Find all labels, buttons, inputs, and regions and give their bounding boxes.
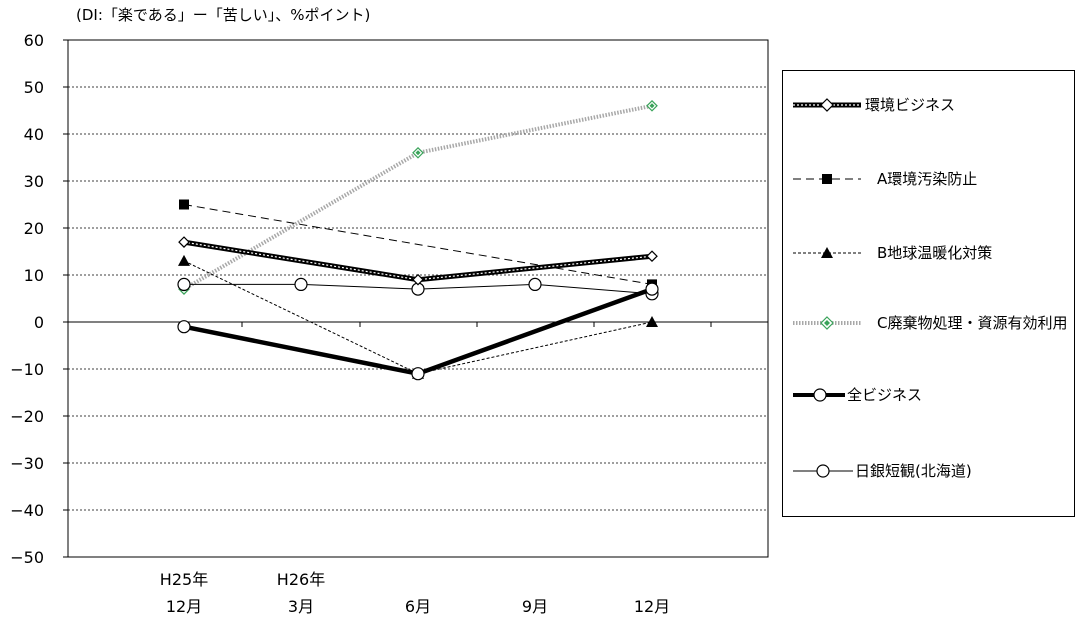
series-line-a xyxy=(183,204,653,285)
legend-sample-boj xyxy=(793,464,853,478)
legend-sample-all xyxy=(793,388,845,402)
legend-item-all: 全ビジネス xyxy=(793,383,1073,407)
x-tick-label-month: 12月 xyxy=(166,597,202,616)
series-line-all xyxy=(183,286,653,377)
legend-label-all: 全ビジネス xyxy=(847,386,923,404)
chart-note: (DI:「楽である」ー「苦しい」、%ポイント) xyxy=(76,6,371,24)
x-tick-label-month: 3月 xyxy=(288,597,314,616)
x-tick-label-month: 12月 xyxy=(634,597,670,616)
plot-frame xyxy=(67,39,769,558)
y-tick-label: 10 xyxy=(24,266,44,285)
point-all xyxy=(411,367,425,381)
legend-label-env: 環境ビジネス xyxy=(865,96,956,114)
y-tick-label: 60 xyxy=(24,31,44,50)
point-b xyxy=(646,316,658,327)
point-boj xyxy=(528,277,542,291)
point-c-inner xyxy=(649,103,655,109)
series-line-b xyxy=(183,260,653,375)
point-env xyxy=(178,236,190,248)
legend-item-c: C廃棄物処理・資源有効利用 xyxy=(793,311,1073,335)
legend-label-boj: 日銀短観(北海道) xyxy=(855,462,972,480)
y-tick-label: 0 xyxy=(34,313,44,332)
point-boj xyxy=(177,277,191,291)
legend-label-a: A環境汚染防止 xyxy=(877,170,978,188)
point-b xyxy=(178,254,190,266)
y-tick-label: −40 xyxy=(10,501,44,520)
point-all xyxy=(177,320,191,334)
point-a xyxy=(179,199,189,210)
legend-sample-c xyxy=(793,316,861,330)
legend-sample-env xyxy=(793,98,861,112)
y-tick-label: 40 xyxy=(24,125,44,144)
y-tick-label: 20 xyxy=(24,219,44,238)
y-tick-label: 30 xyxy=(24,172,44,191)
y-tick-label: −50 xyxy=(10,548,44,567)
legend-item-boj: 日銀短観(北海道) xyxy=(793,459,1073,483)
legend: 環境ビジネス A環境汚染防止 B地球温暖化対策 C廃棄物処理・資源有効利用 全ビ… xyxy=(782,70,1075,517)
legend-item-b: B地球温暖化対策 xyxy=(793,241,1073,265)
legend-sample-b xyxy=(793,247,861,258)
y-tick-label: −20 xyxy=(10,407,44,426)
x-tick-label-year: H26年 xyxy=(277,570,325,589)
point-c-inner xyxy=(415,150,421,156)
legend-sample-a xyxy=(793,174,861,184)
point-env xyxy=(412,273,424,286)
x-tick-label-year: H25年 xyxy=(160,570,208,589)
point-env xyxy=(646,250,658,263)
legend-label-c: C廃棄物処理・資源有効利用 xyxy=(877,314,1068,332)
x-tick-label-month: 9月 xyxy=(522,597,548,616)
legend-label-b: B地球温暖化対策 xyxy=(877,244,993,262)
y-tick-label: −10 xyxy=(10,360,44,379)
legend-item-a: A環境汚染防止 xyxy=(793,167,1073,191)
legend-item-env: 環境ビジネス xyxy=(793,93,1073,117)
point-boj xyxy=(294,277,308,291)
x-tick-label-month: 6月 xyxy=(405,597,431,616)
point-all xyxy=(645,282,659,296)
y-tick-label: 50 xyxy=(24,78,44,97)
y-tick-label: −30 xyxy=(10,454,44,473)
